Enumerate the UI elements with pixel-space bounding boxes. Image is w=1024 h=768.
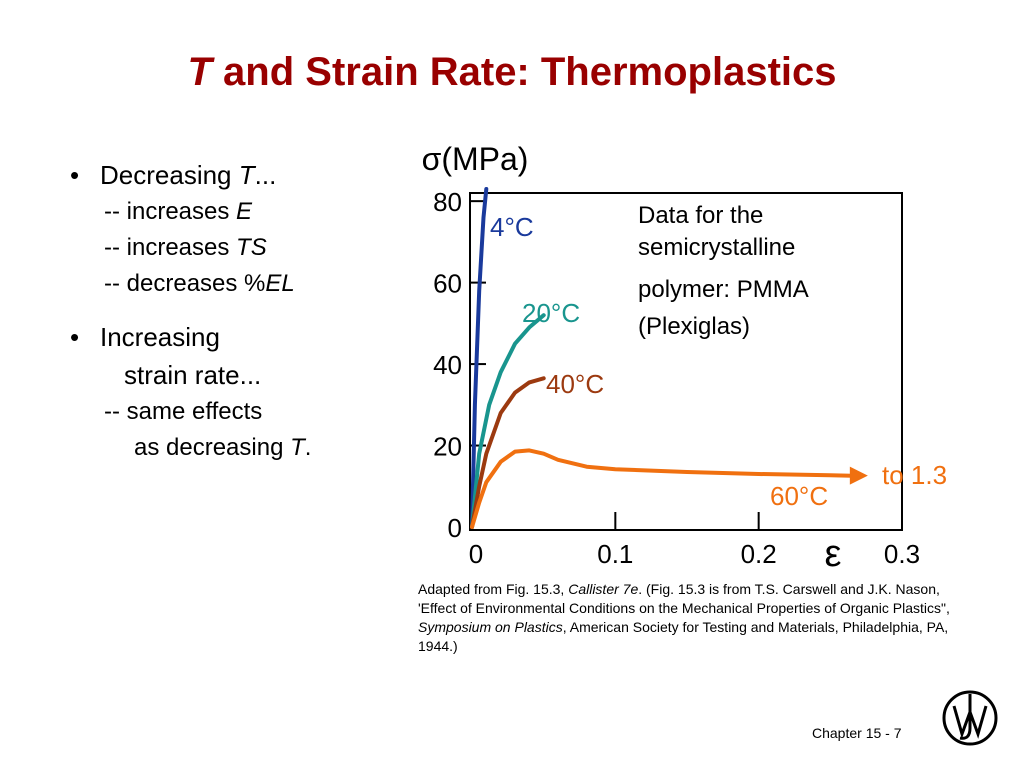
series-line-1 [470, 313, 546, 529]
x-tick-label: 0 [469, 539, 483, 569]
bullet-2-line1: Increasing [100, 322, 220, 352]
y-tick-label: 0 [448, 513, 462, 543]
arrow-head [849, 466, 868, 485]
note-line: semicrystalline [638, 234, 795, 261]
title-rest: and Strain Rate: Thermoplastics [211, 50, 837, 94]
sub-item: -- decreases %EL [104, 270, 295, 297]
sub-item: -- increases E [104, 198, 253, 225]
y-axis-label: σ(MPa) [422, 141, 529, 177]
series-label-20c: 20°C [522, 298, 580, 328]
bullet-1-tail: ... [254, 160, 277, 190]
note-text: Data for the semicrystalline polymer: PM… [638, 202, 809, 340]
note-line: (Plexiglas) [638, 313, 750, 340]
plot-frame [469, 192, 903, 531]
y-tick-label: 40 [433, 350, 462, 380]
title-italic-t: T [187, 50, 212, 94]
x-tick-label: 0.3 [884, 539, 920, 569]
y-tick-label: 60 [433, 269, 462, 299]
sub-item: -- increases TS [104, 234, 267, 261]
series-label-4c: 4°C [490, 212, 534, 242]
bullet-decreasing-t: • Decreasing T... -- increases E -- incr… [70, 156, 311, 302]
bullet-2-line2: strain rate... [124, 360, 262, 390]
series-line-0 [470, 187, 489, 529]
sub-item: as decreasing T. [134, 434, 312, 461]
x-tick-label: 0.1 [597, 539, 633, 569]
series-label-40c: 40°C [546, 369, 604, 399]
bullet-1-text: Decreasing [100, 160, 239, 190]
arrow-label: to 1.3 [882, 460, 947, 490]
bullet-dot-1: • [70, 160, 80, 190]
series-label-60c: 60°C [770, 481, 828, 511]
series-line-2 [470, 376, 546, 529]
slide-footer: Chapter 15 - 7 [812, 725, 902, 741]
note-line: polymer: PMMA [638, 276, 809, 303]
y-tick-label: 20 [433, 432, 462, 462]
sub-item: -- same effects [104, 398, 263, 425]
x-tick-label: 0.2 [741, 539, 777, 569]
bullet-list: • Decreasing T... -- increases E -- incr… [70, 156, 311, 466]
y-tick-label: 80 [433, 187, 462, 217]
wiley-logo-icon [942, 690, 998, 746]
x-axis-label: ε [825, 533, 842, 575]
note-line: Data for the [638, 202, 763, 229]
bullet-dot-2: • [70, 322, 80, 352]
series-line-3 [470, 448, 854, 529]
bullet-1-italic: T [238, 160, 255, 190]
bullet-increasing-strain-rate: • Increasing strain rate... -- same effe… [70, 318, 311, 466]
slide-title: T and Strain Rate: Thermoplastics [0, 50, 1024, 95]
figure-caption: Adapted from Fig. 15.3, Callister 7e. (F… [418, 581, 950, 654]
